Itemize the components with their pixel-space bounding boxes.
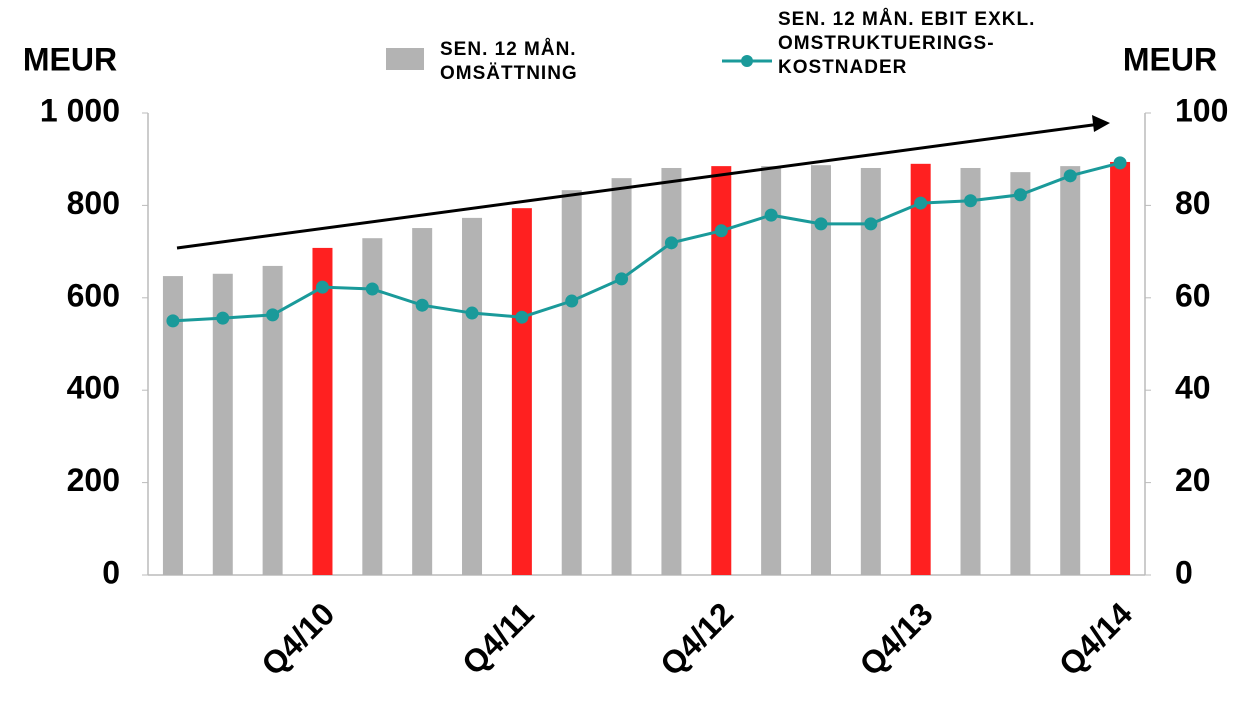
line-marker [415, 298, 429, 312]
y2-tick-label: 20 [1175, 462, 1211, 498]
line-marker [764, 208, 778, 222]
line-marker [1013, 188, 1027, 202]
bar [661, 167, 682, 575]
bar [1110, 161, 1131, 576]
line-marker [1063, 169, 1077, 183]
line-marker [216, 311, 230, 325]
x-tick-label: Q4/12 [653, 595, 740, 682]
legend-label: SEN. 12 MÅN. OMSÄTTNING [440, 39, 578, 84]
x-tick-label: Q4/13 [853, 595, 940, 682]
bar [960, 167, 981, 575]
legend-swatch-bar [386, 48, 424, 70]
y2-tick-label: 60 [1175, 277, 1211, 313]
line [172, 161, 1121, 323]
bar [860, 167, 881, 575]
bar [1060, 166, 1081, 575]
legend-label: SEN. 12 MÅN. EBIT EXKL. OMSTRUKTUERINGS-… [778, 9, 1036, 78]
y-tick-label: 0 [102, 554, 120, 590]
y2-tick-label: 0 [1175, 554, 1193, 590]
y-tick-label: 800 [67, 185, 120, 221]
y-tick-label: 400 [67, 370, 120, 406]
x-tick-label: Q4/10 [254, 595, 341, 682]
y2-tick-label: 40 [1175, 370, 1211, 406]
line-marker [914, 196, 928, 210]
bar [212, 273, 233, 575]
x-tick-label: Q4/11 [455, 595, 541, 681]
line-marker [565, 294, 579, 308]
line-marker [365, 282, 379, 296]
y2-tick-label: 80 [1175, 185, 1211, 221]
line-marker [465, 306, 479, 320]
trend-arrow-head [1092, 115, 1110, 132]
line-marker [664, 236, 678, 250]
bar [1010, 172, 1031, 576]
line-marker [864, 217, 878, 231]
bar [611, 178, 632, 575]
line-marker [166, 314, 180, 328]
line-marker [615, 272, 629, 286]
line-marker [1113, 156, 1127, 170]
bar [561, 190, 582, 576]
bar [462, 217, 483, 575]
line-marker [964, 194, 978, 208]
x-tick-label: Q4/14 [1052, 595, 1139, 682]
bar [761, 166, 782, 575]
bar [162, 276, 183, 575]
line-marker [814, 217, 828, 231]
line-marker [315, 280, 329, 294]
legend-swatch-marker [741, 55, 753, 67]
bar [312, 247, 333, 576]
y-tick-label: 1 000 [40, 92, 120, 128]
bar [711, 166, 732, 575]
bar [810, 165, 831, 575]
bar [262, 265, 283, 575]
line-marker [515, 310, 529, 324]
y2-label: MEUR [1123, 41, 1217, 77]
y-tick-label: 200 [67, 462, 120, 498]
bar [511, 208, 532, 575]
line-marker [266, 308, 280, 322]
line-marker [714, 224, 728, 238]
bar [910, 163, 931, 575]
bar [362, 238, 383, 575]
bar [412, 228, 433, 575]
y-tick-label: 600 [67, 277, 120, 313]
y-label: MEUR [23, 41, 117, 77]
trend-arrow [176, 122, 1101, 250]
y2-tick-label: 100 [1175, 92, 1228, 128]
